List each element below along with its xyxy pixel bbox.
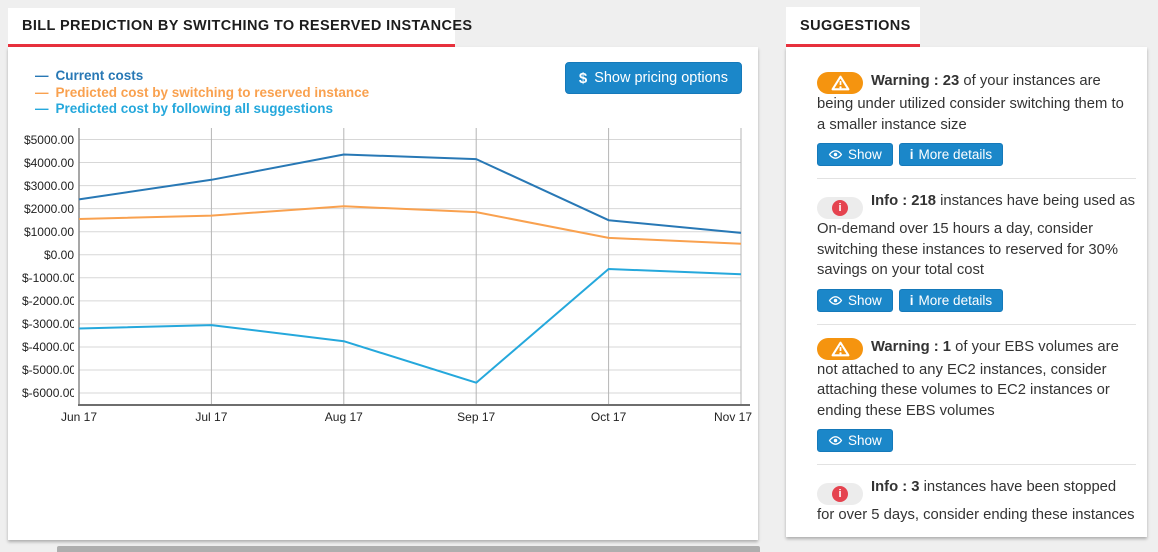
legend-line-marker: — bbox=[35, 84, 49, 100]
show-button-label: Show bbox=[848, 147, 882, 162]
suggestion-actions: Show i More details bbox=[817, 288, 1136, 312]
bill-prediction-chart: Jun 17 Jul 17 Aug 17 Sep 17 Oct 17 Nov 17 bbox=[61, 128, 752, 424]
x-axis-label: Aug 17 bbox=[325, 410, 363, 424]
legend-item: — Current costs bbox=[35, 68, 369, 85]
y-axis-label: $5000.00 bbox=[23, 132, 74, 147]
y-axis-label: $4000.00 bbox=[23, 155, 74, 170]
card-divider bbox=[817, 323, 1136, 325]
suggestion-card: Warning : 1 of your EBS volumes are not … bbox=[817, 337, 1136, 452]
more-details-button[interactable]: i More details bbox=[898, 143, 1004, 166]
y-axis-label: $2000.00 bbox=[23, 201, 74, 216]
suggestion-body: of your EBS volumes are not attached to … bbox=[817, 338, 1119, 419]
info-badge: i bbox=[817, 483, 863, 505]
legend-item: — Predicted cost by switching to reserved… bbox=[35, 85, 369, 102]
show-pricing-options-label: Show pricing options bbox=[594, 70, 728, 86]
legend-line-marker: — bbox=[35, 68, 49, 83]
x-axis-label: Oct 17 bbox=[591, 410, 627, 424]
suggestion-title: Info : 3 bbox=[871, 479, 920, 495]
tab-bill-prediction[interactable]: BILL PREDICTION BY SWITCHING TO RESERVED… bbox=[8, 8, 472, 44]
suggestion-card: i Info : 3 instances have been stopped fo… bbox=[817, 477, 1136, 526]
legend-label: Predicted cost by following all suggesti… bbox=[55, 101, 334, 116]
warning-badge bbox=[817, 72, 863, 94]
y-axis-label: $1000.00 bbox=[23, 224, 74, 239]
eye-icon bbox=[828, 150, 843, 159]
dollar-icon: $ bbox=[578, 69, 588, 87]
show-button-label: Show bbox=[848, 292, 882, 308]
legend-label: Current costs bbox=[55, 68, 144, 83]
suggestion-card-list: Warning : 23 of your instances are being… bbox=[817, 71, 1136, 534]
show-button[interactable]: Show bbox=[817, 429, 893, 452]
suggestion-text: Warning : 1 of your EBS volumes are not … bbox=[817, 337, 1136, 422]
warning-badge bbox=[817, 337, 863, 360]
legend-line-marker: — bbox=[35, 101, 49, 116]
more-details-button[interactable]: i More details bbox=[898, 288, 1004, 312]
suggestion-text: Warning : 23 of your instances are being… bbox=[817, 71, 1136, 135]
legend-item: — Predicted cost by following all suggest… bbox=[35, 101, 369, 118]
info-letter-icon: i bbox=[909, 292, 914, 308]
eye-icon bbox=[828, 295, 843, 305]
y-axis-label: $-2000.00 bbox=[22, 293, 74, 308]
info-badge: i bbox=[817, 197, 863, 219]
x-axis-label: Jul 17 bbox=[195, 410, 227, 424]
y-axis-label: $-4000.00 bbox=[22, 339, 74, 354]
chart-legend: — Current costs — Predicted cost by switchi… bbox=[35, 68, 369, 118]
y-axis-label: $-3000.00 bbox=[22, 316, 74, 331]
bill-tab-underline bbox=[8, 44, 455, 47]
chart-line-2 bbox=[78, 268, 742, 384]
card-divider bbox=[817, 178, 1136, 179]
horizontal-scrollbar-thumb[interactable] bbox=[57, 546, 760, 552]
suggestions-tab-underline bbox=[786, 44, 920, 47]
x-axis-label: Sep 17 bbox=[457, 410, 495, 424]
tab-suggestions[interactable]: SUGGESTIONS bbox=[786, 7, 920, 44]
card-divider bbox=[817, 464, 1136, 465]
suggestion-card: Warning : 23 of your instances are being… bbox=[817, 71, 1136, 166]
legend-label: Predicted cost by switching to reserved … bbox=[55, 84, 370, 100]
y-axis-label: $-6000.00 bbox=[22, 386, 74, 401]
suggestion-title: Warning : 1 bbox=[871, 338, 952, 355]
show-button[interactable]: Show bbox=[817, 143, 893, 166]
bill-prediction-panel: — Current costs — Predicted cost by switchi… bbox=[8, 47, 758, 540]
chart-line-1 bbox=[78, 205, 742, 245]
suggestion-title: Info : 218 bbox=[871, 193, 936, 209]
suggestion-text: i Info : 218 instances have being used as… bbox=[817, 191, 1136, 281]
y-axis-label: $-5000.00 bbox=[22, 363, 74, 377]
warning-triangle-icon bbox=[831, 341, 849, 356]
x-axis-label: Nov 17 bbox=[714, 410, 752, 424]
show-button[interactable]: Show bbox=[817, 288, 893, 312]
more-details-label: More details bbox=[918, 147, 993, 162]
x-axis-label: Jun 17 bbox=[61, 410, 97, 424]
info-icon: i bbox=[832, 486, 848, 502]
suggestion-body: of your instances are being under utiliz… bbox=[817, 73, 1124, 133]
suggestion-card: i Info : 218 instances have being used as… bbox=[817, 191, 1136, 312]
chart-line-0 bbox=[78, 153, 742, 234]
show-pricing-options-button[interactable]: $ Show pricing options bbox=[564, 62, 742, 94]
y-axis-label: $3000.00 bbox=[23, 178, 74, 193]
info-icon: i bbox=[832, 200, 848, 216]
suggestion-body: instances have being used as On-demand o… bbox=[817, 193, 1136, 278]
warning-triangle-icon bbox=[831, 75, 849, 91]
suggestion-actions: Show bbox=[817, 429, 1136, 452]
y-axis-label: $0.00 bbox=[43, 247, 74, 262]
suggestions-panel: Warning : 23 of your instances are being… bbox=[786, 47, 1147, 537]
suggestion-body: instances have been stopped for over 5 d… bbox=[817, 479, 1135, 523]
suggestion-text: i Info : 3 instances have been stopped fo… bbox=[817, 477, 1136, 526]
suggestion-title: Warning : 23 bbox=[871, 73, 960, 89]
y-axis-label: $-1000.00 bbox=[22, 270, 74, 285]
more-details-label: More details bbox=[918, 292, 993, 308]
show-button-label: Show bbox=[848, 433, 882, 448]
eye-icon bbox=[828, 436, 843, 445]
info-letter-icon: i bbox=[909, 147, 914, 162]
suggestion-actions: Show i More details bbox=[817, 143, 1136, 166]
